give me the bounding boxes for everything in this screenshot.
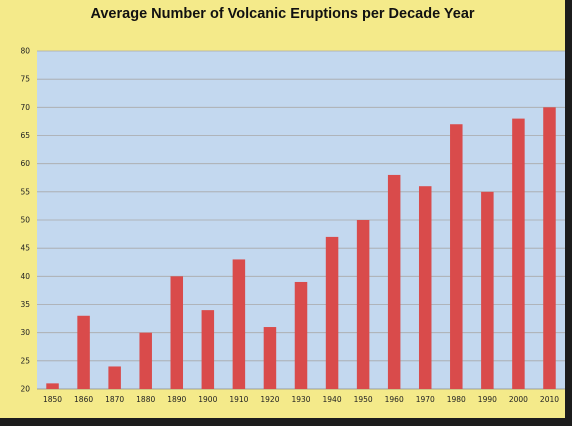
x-tick-label: 1990: [478, 395, 497, 404]
x-tick-label: 1910: [229, 395, 248, 404]
x-tick-label: 1880: [136, 395, 155, 404]
y-tick-label: 30: [20, 328, 30, 337]
y-tick-label: 50: [20, 216, 30, 225]
x-tick-label: 1870: [105, 395, 124, 404]
bar-1950: [356, 220, 370, 389]
y-tick-label: 75: [20, 75, 30, 84]
x-tick-label: 1850: [43, 395, 62, 404]
bar-1870: [108, 366, 121, 389]
x-axis-ticks: 1850 1860 1870 1880 1890 1900 1910 1920 1930 1940…: [43, 395, 559, 404]
y-tick-label: 60: [20, 159, 30, 168]
x-tick-label: 1860: [74, 395, 93, 404]
y-tick-label: 40: [20, 272, 30, 281]
x-tick-label: 2000: [509, 395, 528, 404]
bar-1880: [139, 332, 152, 389]
x-tick-label: 1960: [385, 395, 404, 404]
y-tick-label: 25: [20, 356, 30, 365]
bar-1960: [387, 174, 401, 389]
y-tick-label: 45: [20, 244, 30, 253]
y-tick-label: 80: [20, 47, 30, 56]
x-tick-label: 1920: [260, 395, 279, 404]
bar-1930: [294, 281, 308, 389]
y-tick-label: 20: [20, 385, 30, 394]
bar-1860: [77, 315, 90, 389]
bar-1980: [450, 124, 463, 389]
bar-2000: [512, 118, 525, 389]
bar-1890: [170, 276, 184, 389]
x-tick-label: 1900: [198, 395, 217, 404]
bar-1990: [481, 191, 494, 389]
x-tick-label: 1950: [354, 395, 373, 404]
y-tick-label: 65: [20, 131, 30, 140]
bar-2010: [543, 107, 556, 389]
x-tick-label: 2010: [540, 395, 559, 404]
bar-1940: [325, 236, 339, 389]
x-tick-label: 1940: [323, 395, 342, 404]
y-tick-label: 55: [20, 187, 30, 196]
bar-series: [46, 107, 556, 389]
bar-1850: [46, 383, 59, 389]
chart-title: Average Number of Volcanic Eruptions per…: [90, 6, 475, 22]
x-tick-label: 1930: [291, 395, 310, 404]
bar-1910: [232, 259, 246, 389]
y-tick-label: 70: [20, 103, 30, 112]
bar-1920: [263, 327, 277, 389]
bar-1900: [201, 310, 215, 389]
bar-1970: [418, 186, 432, 389]
x-tick-label: 1980: [447, 395, 466, 404]
y-tick-label: 35: [20, 300, 30, 309]
x-tick-label: 1890: [167, 395, 186, 404]
y-axis-ticks: 20 25 30 35 40 45 50 55 60 65 70 75 80: [20, 47, 30, 394]
x-tick-label: 1970: [416, 395, 435, 404]
